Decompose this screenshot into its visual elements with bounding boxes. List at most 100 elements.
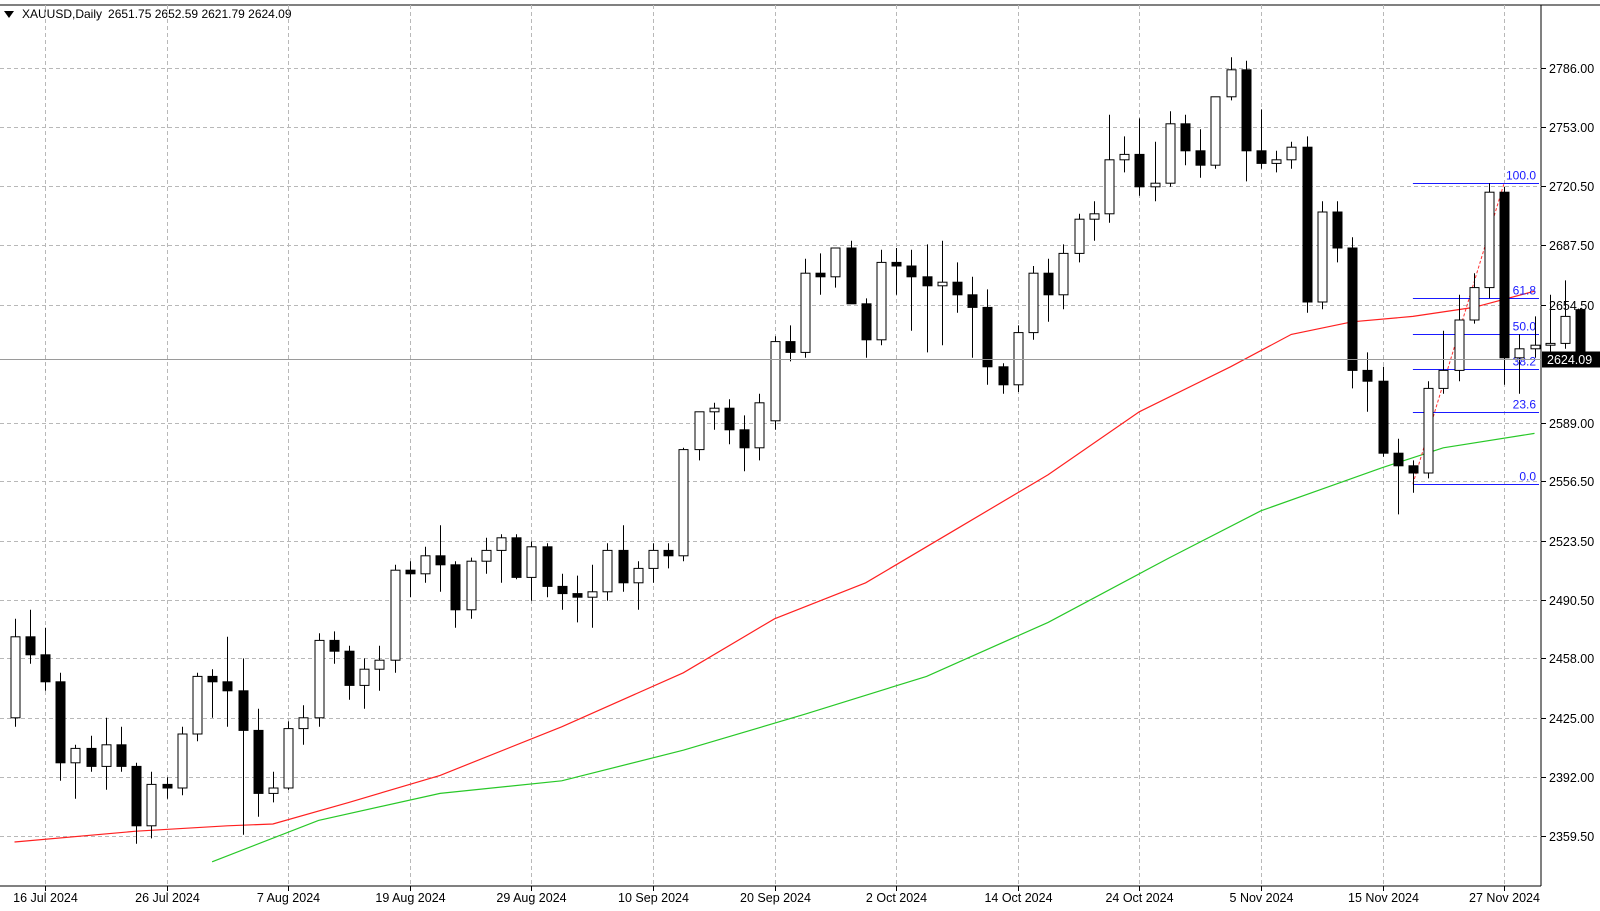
candle[interactable] [314,633,325,727]
candle[interactable] [25,609,36,664]
candle[interactable] [572,575,583,623]
candle[interactable] [770,336,781,430]
candle[interactable] [496,534,507,583]
candle[interactable] [1134,118,1145,196]
candle[interactable] [1241,60,1252,182]
candle[interactable] [861,298,872,358]
candle[interactable] [1469,273,1480,324]
candle[interactable] [800,258,811,358]
candle[interactable] [1210,96,1221,169]
candle[interactable] [390,564,401,673]
candle[interactable] [1378,366,1389,457]
candle[interactable] [1408,460,1419,493]
candle[interactable] [1256,109,1267,169]
candle[interactable] [298,705,309,745]
candle[interactable] [587,564,598,628]
candle[interactable] [891,248,902,295]
candle[interactable] [1119,136,1130,173]
candle[interactable] [937,240,948,346]
candle[interactable] [283,721,294,790]
candle[interactable] [815,253,826,295]
candle[interactable] [724,399,735,445]
candle[interactable] [1058,244,1069,310]
candle[interactable] [466,557,477,619]
candle[interactable] [1180,114,1191,166]
candle[interactable] [207,669,218,718]
candle[interactable] [1347,237,1358,389]
candle[interactable] [526,541,537,601]
candle[interactable] [1302,136,1313,313]
candle[interactable] [1499,186,1510,385]
candle[interactable] [1514,334,1525,394]
candle[interactable] [1013,325,1024,392]
candle[interactable] [663,543,674,569]
candle[interactable] [1332,201,1343,263]
candle[interactable] [1165,111,1176,187]
candle[interactable] [1089,201,1100,241]
candle[interactable] [359,658,370,709]
candle[interactable] [952,262,963,313]
candle[interactable] [754,393,765,461]
candle[interactable] [238,658,249,835]
candle[interactable] [1074,213,1085,263]
candle[interactable] [40,627,51,691]
candle[interactable] [450,561,461,628]
candle[interactable] [405,561,416,598]
candle[interactable] [922,244,933,353]
candle[interactable] [1438,330,1449,394]
candle[interactable] [602,543,613,601]
candle[interactable] [1530,316,1541,358]
candle[interactable] [177,726,188,796]
candle[interactable] [542,543,553,598]
candle[interactable] [709,402,720,430]
candle[interactable] [739,415,750,472]
candle[interactable] [192,672,203,742]
candle[interactable] [846,240,857,305]
candle[interactable] [86,735,97,772]
candle[interactable] [344,645,355,700]
candle[interactable] [116,726,127,772]
candle[interactable] [70,744,81,799]
candle[interactable] [1423,381,1434,479]
candle[interactable] [1362,352,1373,412]
candle[interactable] [162,777,173,799]
candle[interactable] [967,276,978,358]
candle[interactable] [420,546,431,583]
candle[interactable] [329,631,340,664]
candle[interactable] [678,447,689,562]
candle[interactable] [1028,266,1039,340]
candle[interactable] [830,247,841,288]
candle[interactable] [648,543,659,583]
candle[interactable] [906,249,917,331]
candle[interactable] [1560,280,1571,349]
candle[interactable] [1150,141,1161,202]
candle[interactable] [253,708,264,817]
candle[interactable] [618,525,629,592]
candle[interactable] [982,289,993,385]
candle[interactable] [101,717,112,790]
candle[interactable] [1454,294,1465,382]
candle[interactable] [1226,57,1237,101]
candle[interactable] [374,645,385,691]
candle[interactable] [1043,258,1054,322]
candle[interactable] [1271,150,1282,173]
candle[interactable] [1195,129,1206,178]
candle[interactable] [1484,183,1495,299]
candle[interactable] [1104,114,1115,223]
candle[interactable] [785,325,796,362]
candle[interactable] [268,771,279,803]
candle[interactable] [10,618,21,727]
candle[interactable] [131,762,142,844]
candle[interactable] [222,636,233,727]
candle[interactable] [998,363,1009,394]
candle[interactable] [876,249,887,346]
candle[interactable] [1286,141,1297,169]
dropdown-triangle-icon[interactable] [4,10,14,18]
candle[interactable] [481,537,492,574]
candle[interactable] [633,561,644,610]
candle[interactable] [557,573,568,610]
candle[interactable] [1317,201,1328,310]
candle[interactable] [146,771,157,839]
candle[interactable] [511,534,522,580]
